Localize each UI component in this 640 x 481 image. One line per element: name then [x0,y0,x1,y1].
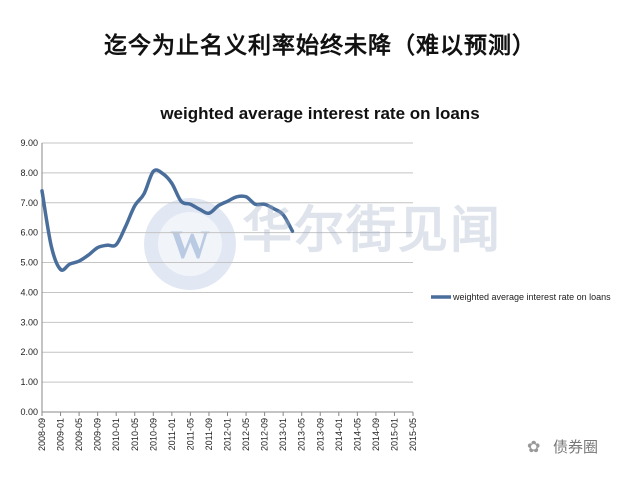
y-tick-label: 7.00 [20,198,38,208]
y-tick-label: 9.00 [20,138,38,148]
footer-brand-label: 债券圈 [553,438,599,456]
y-tick-label: 0.00 [20,407,38,417]
series-line [40,168,295,272]
x-tick-label: 2012-01 [223,418,233,451]
y-axis-ticks: 0.00 1.00 2.00 3.00 4.00 5.00 6.00 7.00 8.00 9.00 [20,138,38,417]
svg-text:W: W [170,222,210,267]
x-tick-label: 2008-09 [37,418,47,451]
x-tick-label: 2011-01 [167,418,177,450]
y-tick-label: 5.00 [20,258,38,268]
x-tick-label: 2010-01 [111,418,121,451]
legend-label: weighted average interest rate on loans [452,292,611,302]
x-tick-label: 2009-09 [93,418,103,451]
x-tick-label: 2013-01 [278,418,288,451]
y-tick-label: 1.00 [20,377,38,387]
y-tick-label: 3.00 [20,317,38,327]
x-tick-label: 2013-09 [315,418,325,451]
x-tick-label: 2013-05 [297,418,307,451]
x-tick-label: 2009-01 [56,418,66,451]
x-tick-label: 2012-05 [241,418,251,451]
x-tick-label: 2012-09 [260,418,270,451]
footer-brand: ✿ 债券圈 [527,436,598,457]
x-tick-label: 2015-01 [389,418,399,451]
y-tick-label: 2.00 [20,347,38,357]
x-tick-label: 2014-01 [334,418,344,451]
legend: weighted average interest rate on loans [431,292,611,302]
x-tick-label: 2010-09 [148,418,158,451]
x-tick-label: 2011-05 [185,418,195,450]
watermark-text: 华尔街见闻 [242,200,502,259]
x-axis-ticks: 2008-09 2009-01 2009-05 2009-09 2010-01 2010-… [37,412,418,451]
watermark-logo-icon: W [144,198,236,290]
grid-lines [41,142,413,413]
x-tick-label: 2014-09 [371,418,381,451]
y-tick-label: 4.00 [20,287,38,297]
series-layer [40,168,295,272]
x-tick-label: 2015-05 [408,418,418,451]
x-tick-label: 2010-05 [130,418,140,451]
y-tick-label: 6.00 [20,228,38,238]
wechat-logo-icon: ✿ [527,436,541,456]
chart-title: weighted average interest rate on loans [160,104,480,123]
x-tick-label: 2011-09 [204,418,214,450]
headline: 迄今为止名义利率始终未降（难以预测） [104,33,536,59]
x-tick-label: 2014-05 [352,418,362,451]
x-tick-label: 2009-05 [74,418,84,451]
y-tick-label: 8.00 [20,168,38,178]
